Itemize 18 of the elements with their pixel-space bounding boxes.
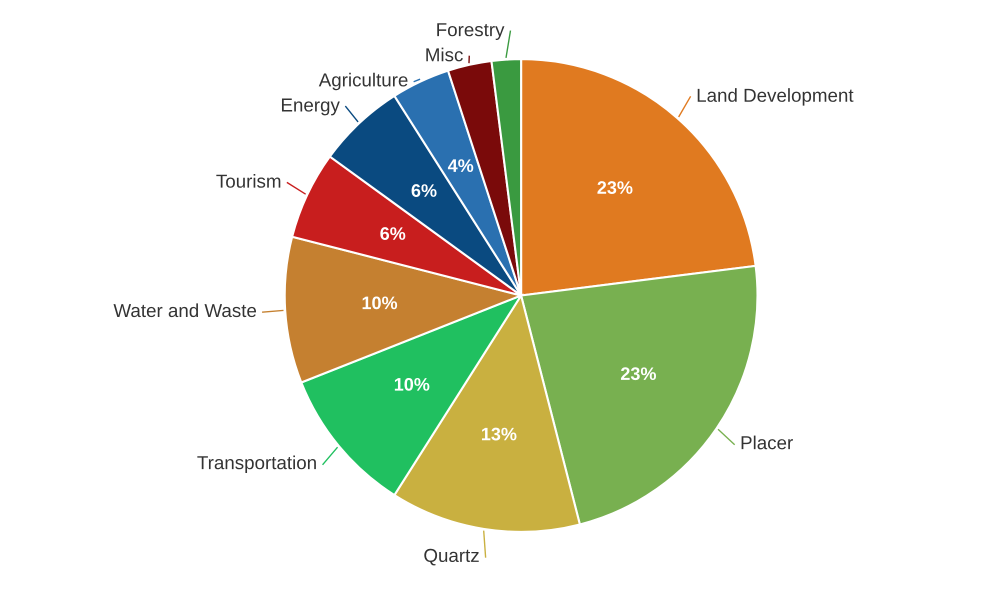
slice-label: Forestry [437, 23, 504, 40]
data-label: 23% [620, 367, 656, 380]
slice-label: Quartz [424, 548, 479, 566]
data-label: 10% [394, 378, 430, 391]
slice-label: Misc [426, 48, 463, 62]
data-label: 4% [448, 159, 474, 172]
data-label: 13% [482, 428, 516, 440]
slice-label: Agriculture [318, 72, 408, 90]
data-label: 6% [380, 227, 406, 240]
slice-label: Placer [742, 436, 793, 450]
slice-label: Transportation [197, 456, 316, 474]
slice-label: Land Development [698, 88, 854, 106]
slice-label: Water and Waste [114, 303, 256, 318]
slice-label: Energy [282, 98, 340, 116]
data-label: 10% [362, 296, 398, 310]
slice-label: Tourism [216, 174, 280, 188]
data-label: 6% [412, 184, 437, 197]
data-label: 23% [597, 181, 632, 194]
